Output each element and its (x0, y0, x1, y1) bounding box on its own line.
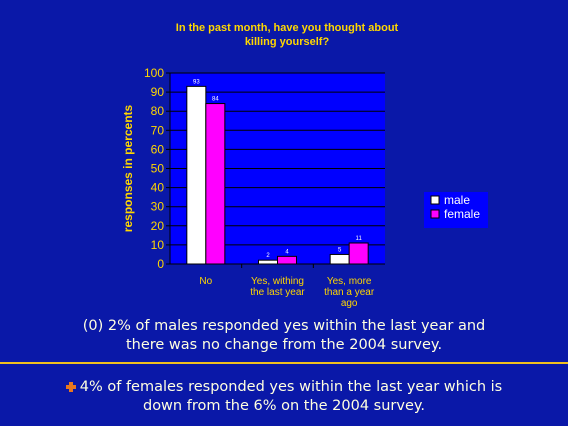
y-tick-label: 90 (151, 85, 165, 99)
bar-male (258, 259, 278, 265)
legend-swatch-female (430, 209, 440, 219)
y-tick-label: 30 (151, 200, 165, 214)
data-label-female: 11 (356, 236, 363, 242)
data-label-male: 5 (338, 247, 342, 253)
x-tick-label: the last year (250, 287, 305, 298)
x-tick-label: Yes, more (327, 276, 372, 287)
caption-females: 4% of females responded yes within the l… (0, 378, 568, 416)
legend-label-male: male (444, 193, 470, 207)
separator-line (0, 362, 568, 364)
y-tick-label: 40 (151, 181, 165, 195)
data-label-male: 93 (193, 79, 200, 85)
caption-males-line-2: there was no change from the 2004 survey… (125, 337, 443, 353)
data-label-female: 4 (285, 249, 289, 255)
x-tick-label: No (199, 276, 212, 287)
x-tick-label: Yes, withing (251, 276, 304, 287)
chart-title-line-1: In the past month, have you thought abou… (176, 22, 399, 34)
caption-males: (0) 2% of males responded yes within the… (0, 317, 568, 355)
caption-females-line-1: 4% of females responded yes within the l… (0, 378, 568, 397)
legend-label-female: female (444, 207, 480, 221)
bar-chart: In the past month, have you thought abou… (121, 22, 488, 309)
legend-swatch-male (430, 195, 440, 205)
caption-females-line-2: down from the 6% on the 2004 survey. (142, 398, 426, 414)
bar-female (205, 103, 226, 265)
data-label-male: 2 (266, 253, 270, 259)
x-tick-label: than a year (324, 287, 375, 298)
plus-bullet-icon (65, 382, 76, 392)
y-tick-label: 80 (151, 104, 165, 118)
bar-female (348, 242, 369, 265)
y-axis-label: responses in percents (121, 104, 135, 232)
bar-female (277, 255, 297, 265)
bar-male (186, 85, 207, 265)
y-tick-label: 10 (151, 238, 165, 252)
bar-male (329, 253, 350, 265)
y-tick-label: 60 (151, 142, 165, 156)
x-tick-label: ago (341, 298, 358, 309)
caption-females-line-1-text: 4% of females responded yes within the l… (79, 379, 503, 395)
caption-males-line-1: (0) 2% of males responded yes within the… (82, 318, 486, 334)
chart-title-line-2: killing yourself? (245, 36, 330, 48)
data-label-female: 84 (212, 97, 219, 103)
y-tick-label: 50 (151, 162, 165, 176)
y-tick-label: 70 (151, 123, 165, 137)
y-tick-label: 0 (157, 257, 164, 271)
y-tick-label: 100 (144, 66, 164, 80)
y-tick-label: 20 (151, 219, 165, 233)
